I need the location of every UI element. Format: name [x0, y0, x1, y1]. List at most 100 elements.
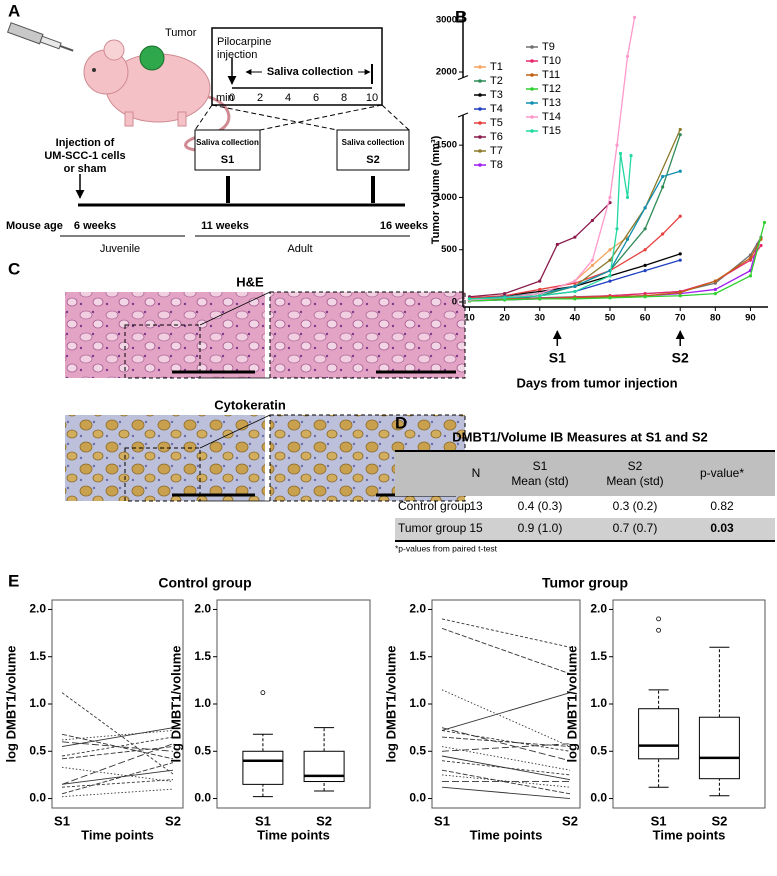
data-point	[643, 263, 647, 267]
data-point	[573, 235, 577, 239]
y-tick-label: 0.5	[409, 743, 426, 757]
x-tick-label: S1	[651, 813, 667, 828]
data-point	[643, 227, 647, 231]
data-point	[618, 151, 623, 156]
x-tick-label: S2	[165, 813, 181, 828]
y-tick-label: 1.5	[590, 649, 607, 663]
data-point	[555, 242, 559, 247]
stage: Adult	[287, 243, 312, 255]
y-tick-label: 2000	[436, 67, 457, 78]
x-tick-label: 30	[534, 313, 545, 324]
plot-frame	[431, 599, 581, 809]
age: 6 weeks	[74, 220, 116, 232]
legend-marker	[478, 163, 482, 167]
data-point	[608, 274, 612, 278]
legend-marker	[478, 93, 482, 97]
panel-letter: A	[8, 1, 20, 20]
data-point	[748, 256, 753, 260]
data-point	[762, 220, 767, 225]
paired-line	[441, 692, 571, 731]
table-header: N	[472, 466, 481, 480]
legend-label: T15	[542, 125, 561, 137]
data-point	[678, 258, 682, 262]
data-point	[678, 214, 682, 218]
table-header: Mean (std)	[606, 474, 663, 488]
paired-line	[61, 727, 174, 747]
s2-box	[336, 129, 410, 171]
axis-break	[457, 112, 469, 118]
box	[242, 750, 284, 785]
data-point	[538, 287, 542, 292]
legend-marker	[530, 73, 534, 77]
data-point	[748, 274, 753, 278]
data-point	[678, 294, 682, 298]
data-point	[643, 248, 647, 252]
x-tick-label: S1	[255, 813, 271, 828]
data-point	[625, 54, 630, 59]
outlier	[656, 616, 661, 622]
table-cell: 15	[469, 521, 483, 535]
y-axis-title: Tumor volume (mm³)	[430, 135, 442, 244]
panel-letter: E	[8, 571, 19, 590]
box-label: S2	[366, 154, 379, 166]
inset-span: Saliva collection	[267, 66, 353, 78]
y-tick-label: 500	[441, 244, 457, 255]
series-line	[469, 215, 681, 299]
data-point	[538, 279, 542, 283]
y-tick-label: 0.0	[194, 791, 211, 805]
x-tick-label: 10	[464, 313, 475, 324]
x-tick-label: 90	[745, 313, 756, 324]
legend-label: T11	[542, 69, 560, 81]
inset-tick: 8	[341, 92, 347, 104]
y-tick-label: 1.0	[409, 696, 426, 710]
x-tick-label: S2	[316, 813, 332, 828]
paired-line	[61, 766, 174, 782]
legend-label: T12	[542, 83, 561, 95]
mouse-drawing	[83, 39, 231, 152]
paired-line	[61, 692, 174, 775]
plot-frame	[612, 599, 766, 809]
paired-line	[441, 627, 571, 675]
inset-title: Pilocarpine	[217, 36, 271, 48]
data-point	[538, 294, 542, 298]
legend-label: T2	[490, 75, 503, 87]
table-frame	[395, 450, 775, 542]
y-tick-label: 1.0	[194, 696, 211, 710]
data-point	[590, 218, 595, 223]
data-point	[467, 297, 472, 301]
y-tick-label: 0.0	[590, 791, 607, 805]
legend-label: T9	[542, 41, 555, 53]
paired-line	[441, 769, 571, 795]
data-point	[629, 154, 633, 158]
legend-marker	[530, 59, 534, 63]
table-cell: 0.03	[710, 521, 734, 535]
y-tick-label: 0	[452, 297, 457, 308]
x-tick-label: 50	[605, 313, 616, 324]
panel-letter: D	[395, 413, 407, 432]
data-point	[661, 185, 665, 189]
data-point	[608, 248, 612, 252]
annotation: S1	[549, 350, 566, 366]
paired-line	[441, 760, 571, 776]
data-point	[608, 258, 612, 262]
legend-label: T14	[542, 111, 561, 123]
data-point	[538, 297, 542, 301]
data-point	[608, 279, 612, 283]
data-point	[615, 143, 619, 147]
y-tick-label: 0.5	[194, 743, 211, 757]
stain-label: Cytokeratin	[214, 397, 286, 412]
data-point	[713, 292, 717, 296]
data-point	[678, 127, 682, 132]
table-cell: Tumor group	[398, 521, 467, 535]
data-point	[573, 289, 577, 294]
table-header: S2	[628, 459, 643, 473]
inset-tick: 10	[366, 92, 378, 104]
injection-text: UM-SCC-1 cells	[44, 150, 125, 162]
table-cell: 0.9 (1.0)	[518, 521, 563, 535]
outlier	[260, 690, 266, 696]
legend-marker	[478, 121, 482, 125]
plot-frame	[51, 599, 184, 809]
y-tick-label: 2.0	[29, 602, 46, 616]
data-point	[678, 252, 682, 256]
table-cell: 0.4 (0.3)	[518, 499, 563, 513]
